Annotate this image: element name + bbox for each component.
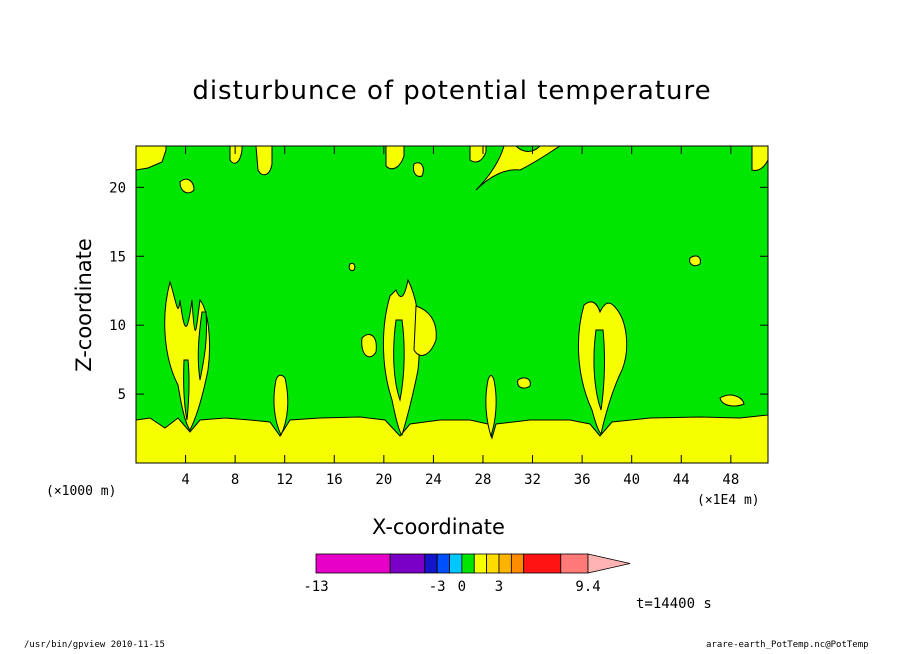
colorbar-swatch	[424, 553, 438, 574]
plume-x37	[577, 301, 628, 436]
colorbar-swatch	[461, 553, 475, 574]
x-unit-left: (×1000 m)	[46, 484, 117, 499]
colorbar-label: -13	[303, 579, 328, 595]
colorbar-label: -3	[429, 579, 446, 595]
y-tick-label: 5	[118, 387, 126, 403]
x-tick-label: 12	[276, 472, 293, 488]
colorbar-swatch	[389, 553, 426, 574]
y-tick-label: 15	[109, 249, 126, 265]
x-tick-label: 48	[722, 472, 739, 488]
x-tick-label: 28	[475, 472, 492, 488]
colorbar-swatch	[560, 553, 589, 574]
colorbar-swatch	[449, 553, 463, 574]
x-tick-label: 8	[231, 472, 239, 488]
colorbar-extension	[587, 553, 631, 574]
x-tick-label: 44	[673, 472, 690, 488]
colorbar-label: 9.4	[575, 579, 600, 595]
upper-disturbances	[136, 146, 768, 407]
colorbar-label: 0	[458, 579, 466, 595]
colorbar: -13 -3 0 3 9.4	[303, 553, 631, 595]
footer-command: /usr/bin/gpview 2010-11-15	[24, 640, 165, 650]
colorbar-swatch	[315, 553, 391, 574]
time-label: t=14400 s	[636, 596, 712, 612]
plot-area	[136, 146, 768, 463]
plume-x21	[361, 278, 437, 436]
x-tick-label: 16	[326, 472, 343, 488]
y-axis-label: Z-coordinate	[72, 238, 96, 372]
colorbar-swatch	[498, 553, 512, 574]
colorbar-swatch	[510, 553, 525, 574]
plot-background	[136, 146, 768, 463]
y-tick-label: 20	[109, 180, 126, 196]
colorbar-swatch	[486, 553, 500, 574]
surface-warm-layer	[136, 414, 768, 463]
plume-x29	[485, 375, 497, 438]
colorbar-label: 3	[495, 579, 503, 595]
x-tick-label: 20	[375, 472, 392, 488]
x-tick-label: 24	[425, 472, 442, 488]
chart-title: disturbunce of potential temperature	[192, 76, 712, 106]
colorbar-swatch	[473, 553, 488, 574]
x-unit-right: (×1E4 m)	[697, 493, 760, 508]
plume-x12	[273, 374, 289, 437]
x-tick-label: 40	[623, 472, 640, 488]
plume-x4	[164, 280, 211, 431]
x-axis-label: X-coordinate	[372, 515, 505, 539]
x-tick-label: 32	[524, 472, 541, 488]
x-tick-label: 4	[181, 472, 189, 488]
colorbar-swatch	[523, 553, 562, 574]
colorbar-swatch	[436, 553, 450, 574]
footer-file: arare-earth_PotTemp.nc@PotTemp	[706, 640, 869, 650]
plot-frame	[135, 145, 769, 464]
y-tick-label: 10	[109, 318, 126, 334]
x-tick-label: 36	[574, 472, 591, 488]
